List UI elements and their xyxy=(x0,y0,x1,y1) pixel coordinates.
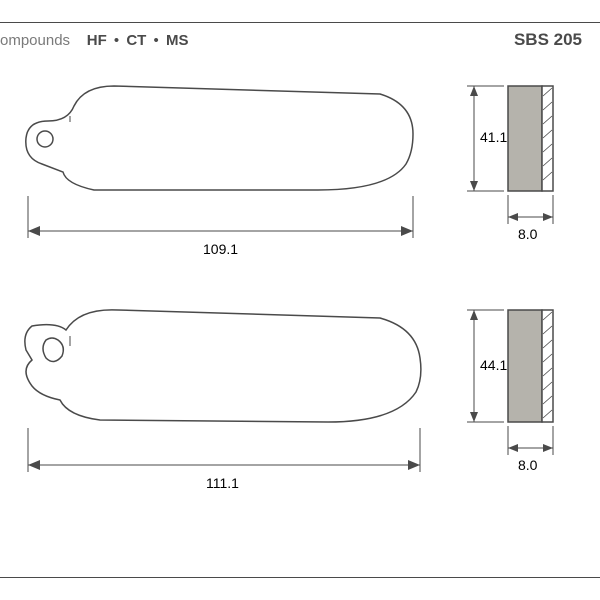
pad-1-height-label: 44.1 xyxy=(480,357,507,373)
pad-1-side-view xyxy=(508,310,553,422)
pad-0-side-view xyxy=(508,86,553,191)
pad-1-depth-label: 8.0 xyxy=(518,457,538,473)
pad-row-0: 41.1 8.0 109.1 xyxy=(18,76,582,276)
pad-1-mount-slot xyxy=(43,338,63,362)
pad-0-outline xyxy=(26,86,413,190)
footer-rule xyxy=(0,577,600,578)
pad-0-height-dim: 41.1 xyxy=(467,86,507,191)
diagram-page: ompounds HF • CT • MS SBS 205 xyxy=(0,0,600,600)
compounds-label: ompounds xyxy=(0,32,70,49)
pad-0-depth-label: 8.0 xyxy=(518,226,538,242)
pad-1-depth-dim: 8.0 xyxy=(508,426,553,473)
pad-1-height-dim: 44.1 xyxy=(467,310,507,422)
header-rule xyxy=(0,22,600,23)
pad-row-1: 44.1 8.0 111.1 xyxy=(18,300,582,520)
pad-1-outline xyxy=(25,310,421,422)
pad-1-width-label: 111.1 xyxy=(206,475,239,491)
bullet-icon: • xyxy=(111,32,122,49)
pad-1-drawing: 44.1 8.0 111.1 xyxy=(18,300,582,520)
bullet-icon: • xyxy=(151,32,162,49)
pad-0-depth-dim: 8.0 xyxy=(508,195,553,242)
part-code: SBS 205 xyxy=(514,30,582,50)
pad-1-width-dim: 111.1 xyxy=(28,428,420,491)
pad-0-drawing: 41.1 8.0 109.1 xyxy=(18,76,582,276)
compound-2: MS xyxy=(166,32,189,49)
compound-0: HF xyxy=(87,32,107,49)
pad-0-height-label: 41.1 xyxy=(480,129,507,145)
pad-0-width-dim: 109.1 xyxy=(28,196,413,257)
header: ompounds HF • CT • MS SBS 205 xyxy=(0,30,582,50)
pad-0-width-label: 109.1 xyxy=(203,241,238,257)
compounds-list: ompounds HF • CT • MS xyxy=(0,32,188,49)
compound-1: CT xyxy=(126,32,146,49)
pad-0-mount-hole xyxy=(37,131,53,147)
